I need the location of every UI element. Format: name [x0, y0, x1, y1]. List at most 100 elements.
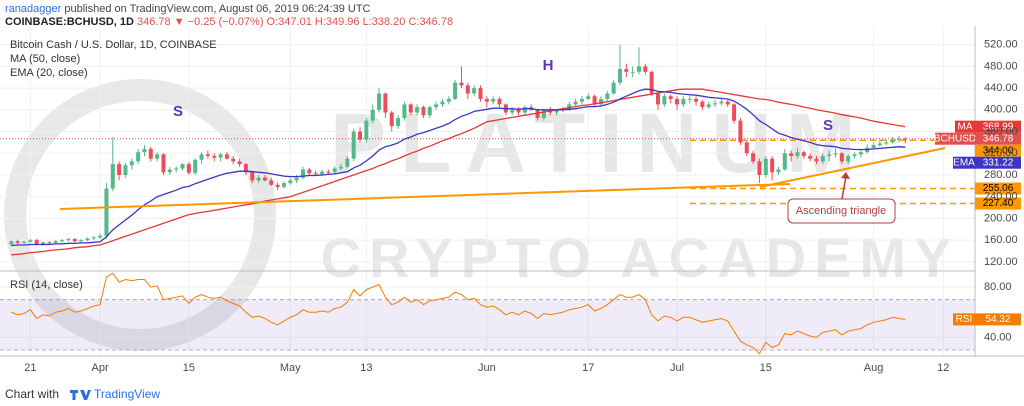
candle-body — [814, 158, 819, 162]
candle-body — [649, 71, 654, 94]
tag-box — [975, 156, 1021, 169]
candle-body — [421, 107, 426, 116]
candle-body — [820, 155, 825, 162]
candle-body — [79, 240, 84, 242]
candle-body — [535, 109, 540, 118]
x-tick-label: 17 — [582, 362, 594, 374]
tag-name: RSI — [956, 314, 973, 325]
candle-body — [668, 96, 673, 99]
candle-body — [28, 240, 33, 242]
y-tick-label: 240.00 — [984, 191, 1018, 203]
candle-body — [339, 166, 344, 169]
candle-body — [364, 120, 369, 140]
candle-body — [370, 109, 375, 121]
candle-body — [656, 93, 661, 105]
candle-body — [598, 98, 603, 105]
annotation: S — [823, 117, 833, 134]
candle-body — [446, 98, 451, 102]
candle-body — [884, 142, 889, 144]
candle-body — [789, 153, 794, 156]
candle-body — [491, 98, 496, 102]
candle-body — [224, 154, 229, 159]
tag-box — [975, 144, 1021, 157]
candle-body — [262, 177, 267, 181]
candle-body — [117, 164, 122, 175]
candle-body — [896, 138, 901, 140]
candle-body — [700, 101, 705, 108]
candle-body — [440, 101, 445, 105]
candle-body — [465, 85, 470, 94]
candle-body — [231, 158, 236, 162]
candle-body — [300, 169, 305, 178]
footer-logo — [70, 390, 91, 400]
y-tick-label: 200.00 — [984, 212, 1018, 224]
author: ranadagger — [5, 3, 62, 15]
candle-body — [643, 66, 648, 72]
candle-body — [605, 93, 610, 99]
x-tick-label: Jun — [478, 362, 496, 374]
tag-box — [975, 182, 1021, 195]
rsi-line — [11, 272, 906, 355]
rsi-band — [0, 299, 975, 350]
candle-body — [877, 143, 882, 146]
candle-body — [453, 82, 458, 99]
tag-name-box — [935, 132, 975, 145]
candle-body — [522, 107, 527, 113]
tag-label: 227.40 — [983, 198, 1014, 209]
candle-body — [681, 98, 686, 105]
candle-body — [161, 154, 166, 173]
candle-body — [148, 148, 153, 159]
candle-body — [326, 171, 331, 173]
candle-body — [484, 98, 489, 102]
candle-body — [434, 104, 439, 108]
candle-body — [98, 235, 103, 238]
tag-name-box — [955, 120, 975, 133]
candle-body — [478, 88, 483, 99]
candle-body — [903, 138, 908, 140]
legend: EMA (20, close) — [10, 67, 88, 79]
candle-body — [313, 173, 318, 175]
candle-body — [636, 66, 641, 72]
candle-body — [288, 180, 293, 184]
tag-label: 344.00 — [983, 145, 1014, 156]
x-tick-label: Jul — [670, 362, 684, 374]
candle-body — [497, 98, 502, 105]
candle-body — [770, 158, 775, 173]
candle-body — [60, 240, 65, 242]
candle-body — [389, 112, 394, 127]
header-line: ranadagger published on TradingView.com,… — [5, 3, 371, 15]
y-tick-label: 120.00 — [984, 256, 1018, 268]
candle-body — [858, 152, 863, 155]
tag-box — [975, 132, 1021, 145]
candle-body — [110, 164, 115, 189]
candle-body — [307, 169, 312, 174]
candle-body — [839, 153, 844, 162]
candle-body — [9, 241, 14, 245]
candle-body — [624, 69, 629, 72]
candle-body — [104, 188, 109, 236]
legend: RSI (14, close) — [10, 279, 83, 291]
x-tick-label: 15 — [760, 362, 772, 374]
candle-body — [427, 107, 432, 116]
x-tick-label: 15 — [183, 362, 195, 374]
candle-body — [250, 172, 255, 181]
candle-body — [129, 161, 134, 166]
candle-body — [319, 171, 324, 174]
candle-body — [402, 104, 407, 118]
annotation: S — [173, 103, 183, 120]
y-tick-label: 280.00 — [984, 169, 1018, 181]
tag-name: MA — [958, 121, 973, 132]
candle-body — [377, 93, 382, 110]
candle-body — [167, 169, 172, 173]
candle-body — [611, 82, 616, 94]
candle-body — [205, 154, 210, 156]
annotation-arrow — [841, 172, 850, 179]
tag-box — [975, 313, 1021, 326]
candle-body — [142, 148, 147, 153]
indicator-line — [11, 88, 906, 247]
x-tick-label: Apr — [92, 362, 109, 374]
candle-body — [155, 154, 160, 159]
header-line: COINBASE:BCHUSD, 1D 346.78 ▼ −0.25 (−0.0… — [5, 16, 453, 28]
